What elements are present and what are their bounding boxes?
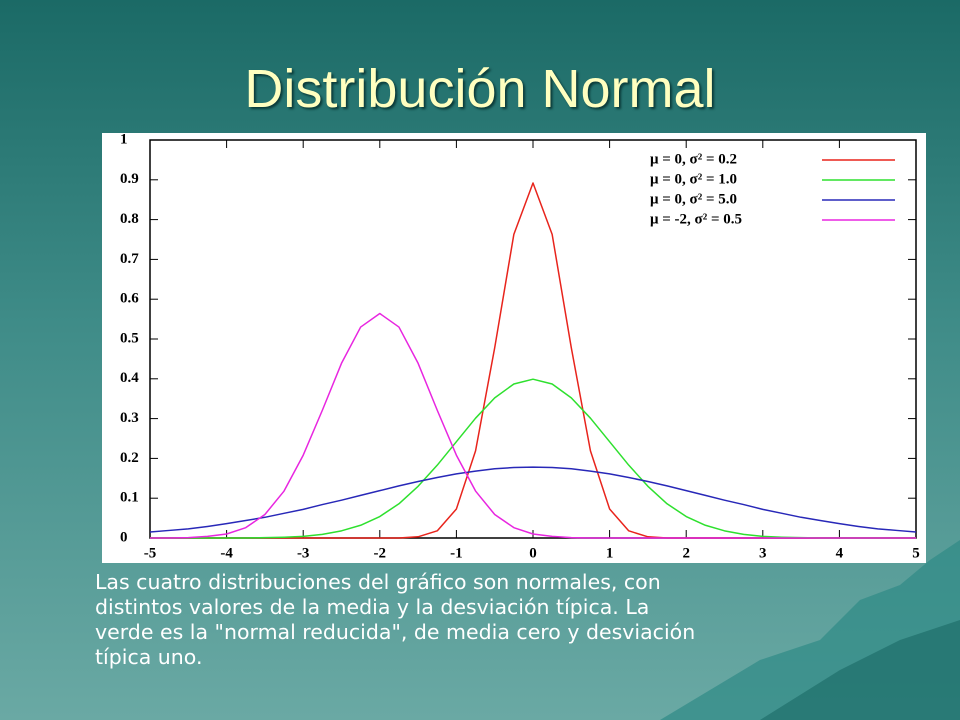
x-tick-label: 3 — [759, 545, 767, 561]
x-tick-label: -2 — [374, 545, 387, 561]
x-tick-label: -5 — [144, 545, 157, 561]
series-line — [150, 312, 916, 539]
caption-line: típica uno. — [95, 645, 203, 669]
chart-background — [102, 133, 926, 563]
y-tick-label: 0.8 — [120, 211, 139, 227]
y-tick-label: 0.6 — [120, 291, 139, 307]
x-tick-label: 2 — [682, 545, 690, 561]
y-tick-label: 0.4 — [120, 370, 139, 386]
y-tick-label: 0.5 — [120, 330, 139, 346]
x-tick-label: 4 — [836, 545, 844, 561]
chart: 0 0.1 0.2 0.3 0.4 0.5 0.6 0.7 0.8 0.9 1 -5 -4 -3 -2 -1 0… — [102, 133, 926, 563]
caption: Las cuatro distribuciones del gráfico so… — [95, 570, 695, 670]
y-tick-label: 0.7 — [120, 251, 139, 267]
y-tick-label: 0 — [120, 529, 128, 545]
x-tick-label: -3 — [297, 545, 310, 561]
legend-label: μ = 0, σ² = 1.0 — [650, 171, 737, 187]
legend-label: μ = 0, σ² = 0.2 — [650, 151, 737, 167]
x-tick-label: 0 — [529, 545, 537, 561]
x-tick-label: -4 — [220, 545, 233, 561]
legend-label: μ = -2, σ² = 0.5 — [650, 211, 742, 227]
caption-line: Las cuatro distribuciones del gráfico so… — [95, 570, 661, 594]
y-tick-label: 1 — [120, 133, 128, 147]
x-tick-label: 5 — [912, 545, 920, 561]
y-tick-label: 0.2 — [120, 450, 139, 466]
y-tick-label: 0.3 — [120, 410, 139, 426]
x-tick-label: -1 — [450, 545, 463, 561]
y-tick-label: 0.9 — [120, 171, 139, 187]
x-tick-label: 1 — [606, 545, 614, 561]
legend-label: μ = 0, σ² = 5.0 — [650, 191, 737, 207]
caption-line: verde es la "normal reducida", de media … — [95, 620, 696, 644]
y-tick-label: 0.1 — [120, 490, 139, 506]
series-line — [149, 466, 917, 533]
slide-title: Distribución Normal — [244, 59, 716, 119]
caption-line: distintos valores de la media y la desvi… — [95, 595, 650, 619]
